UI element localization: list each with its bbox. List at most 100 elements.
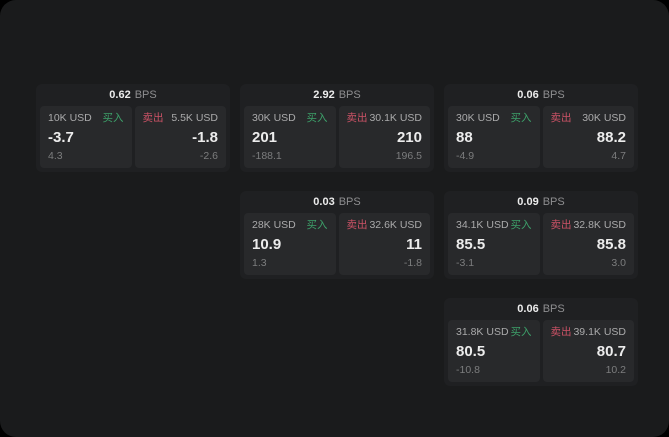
buy-amount: 30K USD [456, 112, 500, 124]
buy-badge: 买入 [510, 219, 532, 231]
quote-card: 0.62 BPS 10K USD 买入 -3.7 4.3 卖出 5.5K USD… [36, 84, 230, 172]
sell-panel[interactable]: 卖出 32.6K USD 11 -1.8 [338, 213, 430, 275]
buy-amount: 31.8K USD [456, 326, 509, 338]
buy-amount: 28K USD [252, 219, 296, 231]
bps-unit-label: BPS [338, 196, 361, 208]
buy-value: 88 [456, 129, 473, 146]
sell-amount: 30K USD [582, 112, 626, 124]
buy-value: 201 [252, 129, 278, 146]
buy-delta: -4.9 [456, 150, 475, 162]
sell-value: -1.8 [192, 129, 218, 146]
buy-badge: 买入 [510, 326, 532, 338]
sell-delta: 3.0 [611, 257, 626, 269]
sell-panel[interactable]: 卖出 32.8K USD 85.8 3.0 [542, 213, 634, 275]
card-bps-header: 0.06 BPS [448, 298, 634, 320]
card-bps-header: 0.09 BPS [448, 191, 634, 213]
sell-panel-top: 卖出 5.5K USD [143, 112, 219, 125]
quote-card: 0.06 BPS 30K USD 买入 88 -4.9 卖出 30K USD 8… [444, 84, 638, 172]
buy-panel[interactable]: 34.1K USD 买入 85.5 -3.1 [448, 213, 540, 275]
buy-panel-top: 28K USD 买入 [252, 219, 328, 232]
buy-panel[interactable]: 31.8K USD 买入 80.5 -10.8 [448, 320, 540, 382]
buy-amount: 34.1K USD [456, 219, 509, 231]
card-bps-header: 0.06 BPS [448, 84, 634, 106]
sell-delta: 196.5 [395, 150, 422, 162]
sell-value: 11 [406, 236, 422, 253]
bps-value: 0.06 [517, 303, 539, 315]
buy-badge: 买入 [102, 112, 124, 124]
sell-panel-top: 卖出 39.1K USD [551, 326, 627, 339]
quote-card: 0.06 BPS 31.8K USD 买入 80.5 -10.8 卖出 39.1… [444, 298, 638, 386]
sell-badge: 卖出 [346, 112, 368, 124]
buy-delta: 1.3 [252, 257, 267, 269]
buy-panel-top: 31.8K USD 买入 [456, 326, 532, 339]
card-bps-header: 2.92 BPS [244, 84, 430, 106]
bps-value: 0.09 [517, 196, 539, 208]
buy-panel-top: 30K USD 买入 [252, 112, 328, 125]
buy-panel[interactable]: 30K USD 买入 201 -188.1 [244, 106, 336, 168]
sell-panel[interactable]: 卖出 30.1K USD 210 196.5 [338, 106, 430, 168]
buy-delta: -188.1 [252, 150, 282, 162]
buy-panel[interactable]: 28K USD 买入 10.9 1.3 [244, 213, 336, 275]
quote-card: 0.09 BPS 34.1K USD 买入 85.5 -3.1 卖出 32.8K… [444, 191, 638, 279]
buy-badge: 买入 [510, 112, 532, 124]
buy-delta: -3.1 [456, 257, 475, 269]
buy-value: 80.5 [456, 343, 486, 360]
sell-amount: 5.5K USD [171, 112, 218, 124]
sell-panel-top: 卖出 30K USD [551, 112, 627, 125]
sell-badge: 卖出 [142, 112, 164, 124]
sell-amount: 32.8K USD [573, 219, 626, 231]
buy-panel[interactable]: 10K USD 买入 -3.7 4.3 [40, 106, 132, 168]
buy-panel-top: 30K USD 买入 [456, 112, 532, 125]
sell-value: 210 [396, 129, 422, 146]
quote-panels: 31.8K USD 买入 80.5 -10.8 卖出 39.1K USD 80.… [448, 320, 634, 382]
sell-badge: 卖出 [346, 219, 368, 231]
sell-badge: 卖出 [550, 112, 572, 124]
quote-panels: 30K USD 买入 88 -4.9 卖出 30K USD 88.2 4.7 [448, 106, 634, 168]
bps-value: 0.06 [517, 89, 539, 101]
buy-badge: 买入 [306, 112, 328, 124]
buy-value: 10.9 [252, 236, 282, 253]
buy-delta: 4.3 [48, 150, 63, 162]
buy-value: -3.7 [48, 129, 74, 146]
sell-value: 85.8 [596, 236, 626, 253]
sell-delta: -1.8 [403, 257, 422, 269]
sell-panel[interactable]: 卖出 39.1K USD 80.7 10.2 [542, 320, 634, 382]
sell-panel-top: 卖出 30.1K USD [347, 112, 423, 125]
buy-panel[interactable]: 30K USD 买入 88 -4.9 [448, 106, 540, 168]
bps-unit-label: BPS [338, 89, 361, 101]
bps-unit-label: BPS [542, 196, 565, 208]
quote-panels: 28K USD 买入 10.9 1.3 卖出 32.6K USD 11 -1.8 [244, 213, 430, 275]
quote-panels: 30K USD 买入 201 -188.1 卖出 30.1K USD 210 1… [244, 106, 430, 168]
card-bps-header: 0.03 BPS [244, 191, 430, 213]
quote-panels: 10K USD 买入 -3.7 4.3 卖出 5.5K USD -1.8 -2.… [40, 106, 226, 168]
bps-unit-label: BPS [542, 303, 565, 315]
buy-badge: 买入 [306, 219, 328, 231]
sell-value: 80.7 [596, 343, 626, 360]
quote-card: 0.03 BPS 28K USD 买入 10.9 1.3 卖出 32.6K US… [240, 191, 434, 279]
bps-unit-label: BPS [134, 89, 157, 101]
buy-delta: -10.8 [456, 364, 480, 376]
bps-value: 0.03 [313, 196, 335, 208]
bps-value: 0.62 [109, 89, 131, 101]
quote-card: 2.92 BPS 30K USD 买入 201 -188.1 卖出 30.1K … [240, 84, 434, 172]
sell-panel-top: 卖出 32.6K USD [347, 219, 423, 232]
sell-delta: -2.6 [199, 150, 218, 162]
sell-value: 88.2 [596, 129, 626, 146]
buy-amount: 30K USD [252, 112, 296, 124]
buy-panel-top: 34.1K USD 买入 [456, 219, 532, 232]
sell-panel-top: 卖出 32.8K USD [551, 219, 627, 232]
quote-panels: 34.1K USD 买入 85.5 -3.1 卖出 32.8K USD 85.8… [448, 213, 634, 275]
sell-badge: 卖出 [550, 219, 572, 231]
sell-delta: 10.2 [605, 364, 626, 376]
sell-amount: 32.6K USD [369, 219, 422, 231]
sell-amount: 30.1K USD [369, 112, 422, 124]
bps-value: 2.92 [313, 89, 335, 101]
buy-amount: 10K USD [48, 112, 92, 124]
quote-card-grid: 0.62 BPS 10K USD 买入 -3.7 4.3 卖出 5.5K USD… [36, 84, 638, 386]
sell-badge: 卖出 [550, 326, 572, 338]
sell-panel[interactable]: 卖出 5.5K USD -1.8 -2.6 [134, 106, 226, 168]
sell-delta: 4.7 [611, 150, 626, 162]
sell-panel[interactable]: 卖出 30K USD 88.2 4.7 [542, 106, 634, 168]
buy-panel-top: 10K USD 买入 [48, 112, 124, 125]
